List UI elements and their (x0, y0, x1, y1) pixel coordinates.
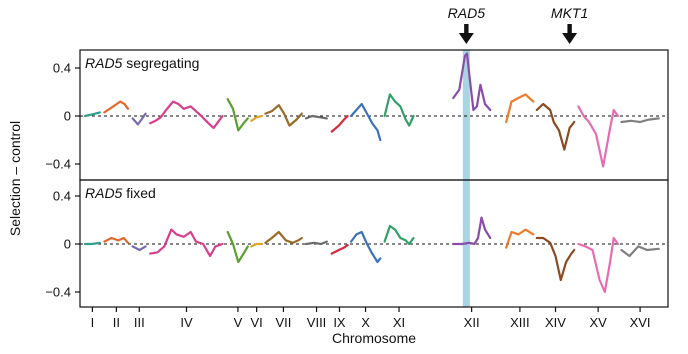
series-chr-V (226, 98, 249, 132)
arrow-head (562, 33, 578, 44)
series-chr-I (83, 241, 101, 246)
x-tick-label-chr-III: III (134, 315, 145, 330)
x-tick-label-chr-X: X (361, 315, 370, 330)
series-chr-X (350, 102, 382, 142)
series-chr-XIII (505, 93, 535, 124)
series-chr-VII (264, 104, 303, 127)
panels-layer: −0.4 0 0.4 RAD5 segregating −0.4 0 0.4 RAD5 fix… (45, 49, 669, 308)
x-tick-label-chr-XV: XV (589, 315, 607, 330)
series-chr-X (350, 230, 382, 264)
series-chr-IX (330, 244, 349, 255)
x-tick-label-chr-I: I (91, 315, 95, 330)
y-tick-label: 0.4 (53, 189, 71, 204)
series-chr-II (103, 236, 130, 244)
series-chr-XI (383, 224, 415, 246)
series-chr-XVI (620, 117, 660, 124)
arrow-rad5: RAD5 (448, 5, 486, 44)
series-chr-XIV (535, 236, 576, 282)
x-tick-label-chr-XI: XI (393, 315, 405, 330)
x-tick-label-chr-XII: XII (464, 315, 480, 330)
y-axis-title: Selection – control (7, 121, 23, 236)
series-chr-VI (250, 114, 263, 122)
x-tick-label-chr-IX: IX (333, 315, 346, 330)
series-chr-VIII (304, 240, 328, 246)
series-chr-II (103, 100, 130, 114)
series-chr-V (226, 230, 249, 264)
panel-label: RAD5 segregating (85, 55, 199, 71)
y-tick-label: −0.4 (45, 157, 71, 172)
series-chr-XV (577, 236, 619, 294)
x-axis-title: Chromosome (332, 330, 416, 346)
series-chr-XV (577, 105, 619, 168)
y-tick-label: 0 (64, 109, 71, 124)
arrow-head (458, 33, 474, 44)
x-tick-label-chr-VI: VI (250, 315, 262, 330)
series-chr-III (131, 112, 147, 126)
series-chr-XVI (620, 245, 660, 258)
series-chr-I (83, 111, 101, 118)
series-chr-VII (264, 230, 303, 244)
panel-1: −0.4 0 0.4 RAD5 segregating (45, 49, 669, 181)
series-chr-XII (452, 216, 492, 246)
x-tick-label-chr-VIII: VIII (307, 315, 327, 330)
arrow-shaft (464, 24, 469, 35)
x-tick-label-chr-II: II (113, 315, 120, 330)
x-tick-label-chr-VII: VII (275, 315, 291, 330)
arrow-mkt1: MKT1 (551, 5, 588, 44)
x-tick-label-chr-XVI: XVI (630, 315, 651, 330)
series-chr-XI (383, 93, 415, 127)
series-chr-IX (330, 114, 349, 133)
rad5-highlight-band (462, 50, 470, 307)
y-tick-label: 0 (64, 237, 71, 252)
x-tick-label-chr-IV: IV (180, 315, 193, 330)
series-chr-VI (250, 242, 263, 248)
x-tick-label-chr-XIV: XIV (545, 315, 566, 330)
y-tick-label: 0.4 (53, 61, 71, 76)
series-chr-IV (149, 228, 224, 258)
x-axis: I II III IV V VI VII VIII IX X XI XII XIII XIV XV XVI (91, 307, 651, 330)
panel-2: −0.4 0 0.4 RAD5 fixed (45, 179, 669, 308)
panel-label: RAD5 fixed (85, 185, 156, 201)
arrow-label: RAD5 (448, 5, 486, 21)
series-chr-XIV (535, 102, 576, 151)
arrow-label: MKT1 (551, 5, 588, 21)
x-tick-label-chr-XIII: XIII (510, 315, 530, 330)
y-tick-label: −0.4 (45, 285, 71, 300)
x-tick-label-chr-V: V (234, 315, 243, 330)
series-chr-XII (452, 52, 492, 112)
series-chr-VIII (304, 114, 328, 120)
arrow-shaft (567, 24, 572, 35)
gene-arrows: RAD5 MKT1 (448, 5, 588, 44)
series-chr-XIII (505, 228, 535, 249)
series-chr-IV (149, 100, 224, 130)
series-chr-III (131, 245, 147, 252)
